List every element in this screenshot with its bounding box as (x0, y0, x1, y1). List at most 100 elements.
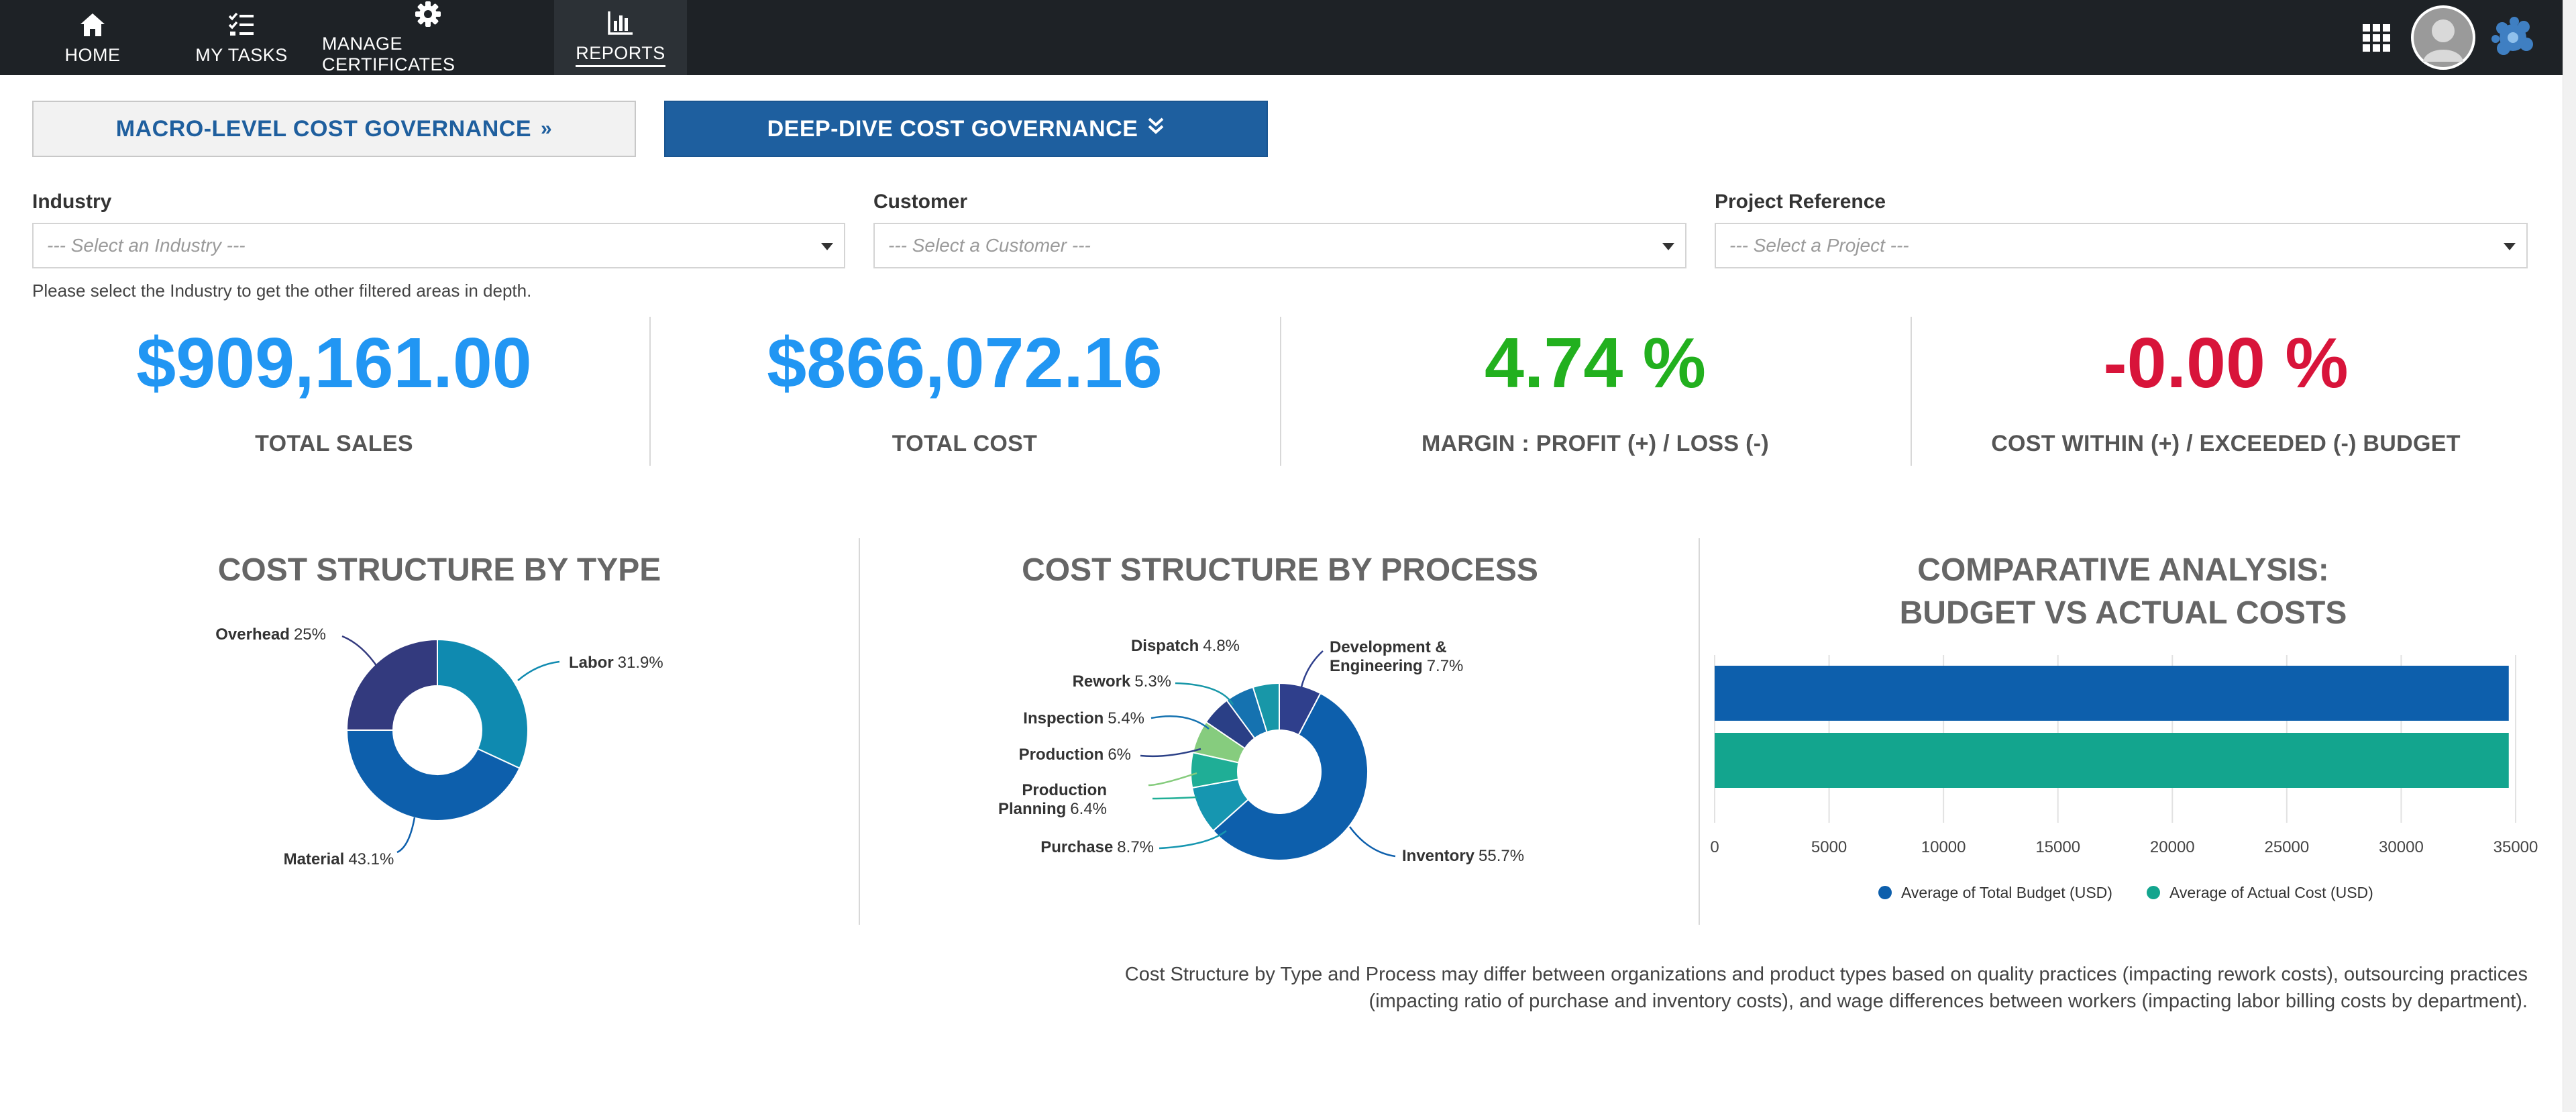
project-reference-label: Project Reference (1715, 191, 1886, 213)
slice-label-inventory: Inventory 55.7% (1402, 847, 1524, 865)
comparative-title-line2: BUDGET VS ACTUAL COSTS (1899, 595, 2347, 631)
slice-label-production-planning: Production Planning 6.4% (998, 781, 1107, 818)
customer-label: Customer (873, 191, 968, 213)
project-select[interactable]: --- Select a Project --- (1715, 223, 2528, 268)
kpi-total-cost-label: TOTAL COST (892, 431, 1038, 456)
slice-labor[interactable] (437, 638, 529, 770)
slice-label-production: Production 6% (1019, 746, 1131, 764)
gear-icon (413, 0, 443, 28)
kpi-margin-value: 4.74 % (1484, 323, 1706, 403)
nav-right-controls (2360, 0, 2537, 75)
footnote: Cost Structure by Type and Process may d… (1124, 964, 2528, 1012)
cost-by-process-title: COST STRUCTURE BY PROCESS (1022, 552, 1538, 588)
brand-logo-icon[interactable] (2489, 13, 2537, 62)
kpi-total-sales-label: TOTAL SALES (255, 431, 413, 456)
legend-label-average-of-total-budget-usd: Average of Total Budget (USD) (1901, 884, 2112, 901)
slice-leader-line (1140, 748, 1201, 758)
slice-leader-line (1148, 772, 1197, 787)
slice-label-dispatch: Dispatch 4.8% (1131, 637, 1240, 655)
cost-by-type-title: COST STRUCTURE BY TYPE (217, 552, 661, 588)
nav-my-tasks[interactable]: MY TASKS (181, 0, 302, 75)
top-navigation-bar: HOME MY TASKS (0, 0, 2563, 75)
slice-overhead[interactable] (345, 638, 438, 731)
x-tick-label: 30000 (2379, 838, 2424, 856)
kpi-budget: -0.00 % COST WITHIN (+) / EXCEEDED (-) B… (1911, 315, 2541, 466)
apps-grid-icon[interactable] (2360, 21, 2392, 54)
kpi-budget-value: -0.00 % (2103, 323, 2349, 403)
kpi-total-cost-value: $866,072.16 (767, 323, 1163, 403)
slice-dispatch[interactable] (1252, 682, 1280, 734)
x-tick-label: 15000 (2035, 838, 2080, 856)
legend-label-average-of-actual-cost-usd: Average of Actual Cost (USD) (2169, 884, 2373, 901)
slice-leader-line (1150, 715, 1210, 729)
slice-label-overhead: Overhead 25% (215, 625, 326, 644)
slice-leader-line (1152, 796, 1197, 800)
slice-leader-line (517, 660, 560, 681)
customer-placeholder: --- Select a Customer --- (888, 235, 1091, 256)
deep-dive-label: DEEP-DIVE COST GOVERNANCE (767, 115, 1138, 142)
legend-marker (1878, 886, 1892, 899)
x-tick-label: 25000 (2264, 838, 2309, 856)
kpi-total-sales: $909,161.00 TOTAL SALES (19, 315, 649, 466)
slice-label-labor: Labor 31.9% (569, 654, 663, 672)
nav-home[interactable]: HOME (32, 0, 153, 75)
industry-select[interactable]: --- Select an Industry --- (32, 223, 845, 268)
caret-down-icon (2504, 243, 2516, 250)
comparative-title-line1: COMPARATIVE ANALYSIS: (1917, 552, 2329, 588)
deep-dive-cost-governance-button[interactable]: DEEP-DIVE COST GOVERNANCE (664, 101, 1268, 157)
project-placeholder: --- Select a Project --- (1729, 235, 1909, 256)
kpi-divider (649, 317, 651, 466)
nav-reports[interactable]: REPORTS (554, 0, 687, 75)
slice-label-material: Material 43.1% (284, 850, 394, 868)
bar-average-of-actual-cost-usd[interactable] (1715, 733, 2509, 788)
slice-label-rework: Rework 5.3% (1073, 672, 1171, 691)
kpi-margin: 4.74 % MARGIN : PROFIT (+) / LOSS (-) (1280, 315, 1911, 466)
kpi-budget-label: COST WITHIN (+) / EXCEEDED (-) BUDGET (1991, 431, 2461, 456)
industry-label: Industry (32, 191, 112, 213)
x-tick-label: 35000 (2493, 838, 2538, 856)
double-chevron-right-icon: » (541, 117, 553, 140)
nav-manage-certificates-label: MANAGE CERTIFICATES (322, 34, 455, 74)
slice-leader-line (1348, 826, 1396, 858)
x-tick-label: 5000 (1811, 838, 1847, 856)
macro-level-label: MACRO-LEVEL COST GOVERNANCE (115, 115, 532, 142)
panel-divider (1699, 538, 1700, 925)
caret-down-icon (821, 243, 833, 250)
slice-leader-line (341, 635, 380, 669)
slice-label-development-engineering: Development & Engineering 7.7% (1330, 638, 1463, 675)
bar-average-of-total-budget-usd[interactable] (1715, 666, 2509, 721)
slice-leader-line (1159, 830, 1227, 850)
caret-down-icon (1662, 243, 1674, 250)
x-tick-label: 20000 (2150, 838, 2195, 856)
kpi-total-cost: $866,072.16 TOTAL COST (649, 315, 1280, 466)
slice-material[interactable] (345, 729, 521, 821)
panel-divider (859, 538, 860, 925)
kpi-divider (1911, 317, 1912, 466)
page-scrollbar[interactable] (2563, 0, 2576, 1112)
nav-my-tasks-label: MY TASKS (195, 44, 288, 65)
cost-by-process-donut-chart: Development & Engineering 7.7% Inventory 55.… (998, 637, 1524, 865)
tasks-icon (227, 10, 256, 40)
nav-manage-certificates[interactable]: MANAGE CERTIFICATES (322, 0, 534, 75)
macro-level-cost-governance-button[interactable]: MACRO-LEVEL COST GOVERNANCE » (32, 101, 636, 157)
slice-leader-line (1175, 682, 1234, 705)
slice-inventory[interactable] (1212, 692, 1368, 861)
filter-hint: Please select the Industry to get the ot… (32, 281, 532, 301)
home-icon (78, 10, 107, 40)
x-tick-label: 10000 (1921, 838, 1966, 856)
slice-leader-line (1300, 650, 1324, 688)
double-chevron-down-icon (1147, 117, 1165, 141)
kpi-divider (1280, 317, 1281, 466)
kpi-total-sales-value: $909,161.00 (136, 323, 532, 403)
avatar[interactable] (2411, 5, 2475, 70)
x-tick-label: 0 (1710, 838, 1719, 856)
kpi-margin-label: MARGIN : PROFIT (+) / LOSS (-) (1421, 431, 1770, 456)
nav-reports-label: REPORTS (576, 43, 665, 67)
slice-label-inspection: Inspection 5.4% (1023, 709, 1144, 727)
customer-select[interactable]: --- Select a Customer --- (873, 223, 1686, 268)
legend-marker (2147, 886, 2160, 899)
comparative-analysis-title: COMPARATIVE ANALYSIS: BUDGET VS ACTUAL C… (1704, 549, 2542, 635)
slice-label-purchase: Purchase 8.7% (1040, 838, 1154, 856)
cost-by-type-donut-chart: Labor 31.9% Material 43.1% Overhead 25% (215, 625, 663, 868)
slice-leader-line (396, 817, 416, 854)
